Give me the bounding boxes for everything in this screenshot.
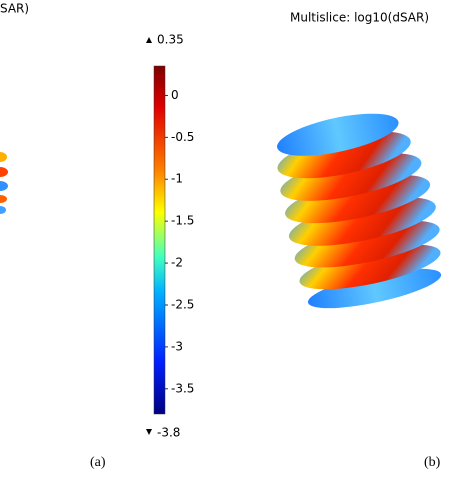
right-object (277, 113, 442, 309)
left-object (0, 152, 8, 214)
colorbar-tick-label: -3 (171, 339, 183, 353)
colorbar-tick-label: -2.5 (171, 297, 194, 311)
colorbar-tick-label: -1.5 (171, 214, 194, 228)
colorbar (153, 65, 166, 415)
colorbar-tick-label: -3.5 (171, 381, 194, 395)
max-arrow (146, 37, 152, 43)
colorbar-tick-label: -0.5 (171, 130, 194, 144)
right-title: Multislice: log10(dSAR) (290, 11, 429, 25)
colorbar-min: -3.8 (157, 426, 180, 440)
panel-label: (b) (424, 455, 441, 470)
colorbar-tick-label: 0 (171, 88, 179, 102)
min-arrow (146, 429, 152, 435)
colorbar-tick-label: -2 (171, 256, 183, 270)
left-title: SAR) (0, 2, 29, 16)
colorbar-tick-label: -1 (171, 172, 183, 186)
panel-label: (a) (90, 455, 106, 470)
colorbar-max: 0.35 (157, 33, 184, 47)
